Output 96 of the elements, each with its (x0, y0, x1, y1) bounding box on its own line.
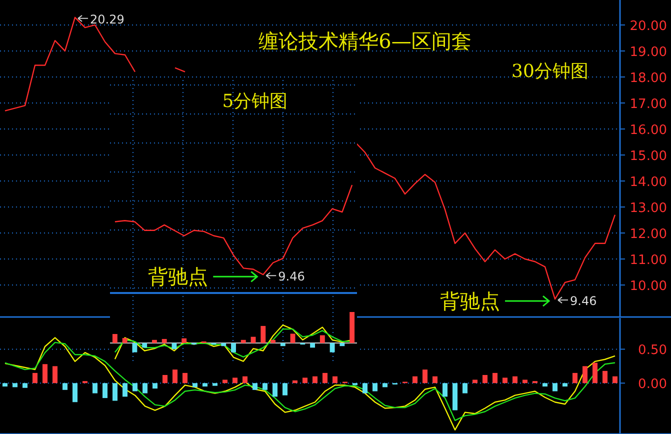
bar (222, 380, 228, 384)
bar (102, 383, 108, 398)
bar (562, 383, 568, 387)
bar (112, 383, 118, 401)
chart-title: 5分钟图 (222, 91, 288, 112)
bar (602, 370, 608, 384)
bar (442, 383, 448, 397)
bar (412, 376, 418, 384)
bar (512, 376, 518, 384)
bar (42, 364, 48, 384)
bar (152, 340, 157, 343)
bar (542, 383, 548, 387)
bar (252, 383, 258, 390)
bar (322, 372, 328, 384)
bar (22, 383, 28, 388)
bar (462, 383, 468, 394)
annotation: 20.29 (90, 12, 124, 26)
bar (472, 380, 478, 384)
bar (572, 372, 578, 384)
bar (320, 335, 325, 343)
bar (142, 383, 148, 394)
bar (221, 343, 226, 346)
annotation: 背驰点 (440, 289, 500, 314)
bar (612, 376, 618, 384)
bar (302, 378, 308, 384)
bar (152, 383, 158, 389)
bar (122, 338, 128, 343)
bar (422, 370, 428, 384)
bar (112, 334, 118, 343)
bar (162, 338, 167, 343)
bar (310, 343, 316, 348)
bar (122, 383, 128, 397)
annotation: 9.46 (570, 294, 597, 308)
bar (522, 380, 528, 384)
bar (231, 343, 236, 352)
bar (582, 366, 588, 384)
bar (162, 374, 168, 384)
bar (332, 376, 338, 384)
bar (2, 383, 8, 387)
y-tick-label: 17.00 (630, 96, 667, 112)
bar (32, 372, 38, 384)
bar (182, 338, 187, 343)
bar (260, 326, 266, 343)
bar (340, 343, 345, 346)
bar (172, 370, 178, 384)
bar (272, 383, 278, 397)
bar (502, 378, 508, 384)
bar (330, 343, 335, 352)
y-tick-label: 14.00 (630, 174, 667, 190)
bar (232, 378, 238, 384)
bar (492, 372, 498, 384)
bar (192, 383, 198, 388)
bar (292, 380, 298, 384)
bar (282, 383, 288, 396)
y-tick-label: 12.00 (630, 227, 667, 242)
text: 缠论技术精华6—区间套 (258, 29, 472, 53)
annotation: 9.46 (278, 270, 305, 284)
bar (72, 383, 78, 402)
bar (212, 383, 218, 386)
bar (382, 383, 388, 388)
bar (182, 372, 188, 384)
bar (432, 376, 438, 384)
bar (482, 374, 488, 384)
bar (452, 383, 458, 410)
y-tick-label: 15.00 (630, 148, 667, 164)
bar (280, 343, 286, 346)
bar (62, 383, 68, 390)
y-tick-label: 10.00 (630, 279, 667, 294)
text: 30分钟图 (512, 61, 588, 82)
bar (552, 383, 558, 392)
y-tick-label: 18.00 (630, 70, 667, 86)
bar (12, 383, 18, 388)
bar (240, 340, 246, 343)
bar (592, 362, 598, 384)
bar (372, 383, 378, 392)
y-tick-label: 11.00 (630, 253, 667, 268)
bar (132, 383, 138, 392)
annotation: 背驰点 (148, 264, 208, 289)
bar (132, 343, 138, 352)
y-tick-label: 13.00 (630, 201, 667, 216)
bar (242, 376, 248, 384)
bar (290, 334, 296, 343)
bar (312, 376, 318, 384)
bar (202, 383, 208, 387)
bar (270, 340, 276, 343)
bar (92, 383, 98, 394)
bar (362, 383, 368, 394)
y-tick-label: 0.00 (638, 377, 667, 392)
y-tick-label: 16.00 (630, 122, 667, 138)
y-tick-label: 0.50 (638, 343, 667, 358)
bar (52, 366, 58, 384)
y-tick-label: 20.00 (630, 18, 667, 34)
bar (350, 312, 355, 343)
bar (142, 343, 148, 348)
y-tick-label: 19.00 (630, 44, 667, 60)
bar (262, 383, 268, 390)
